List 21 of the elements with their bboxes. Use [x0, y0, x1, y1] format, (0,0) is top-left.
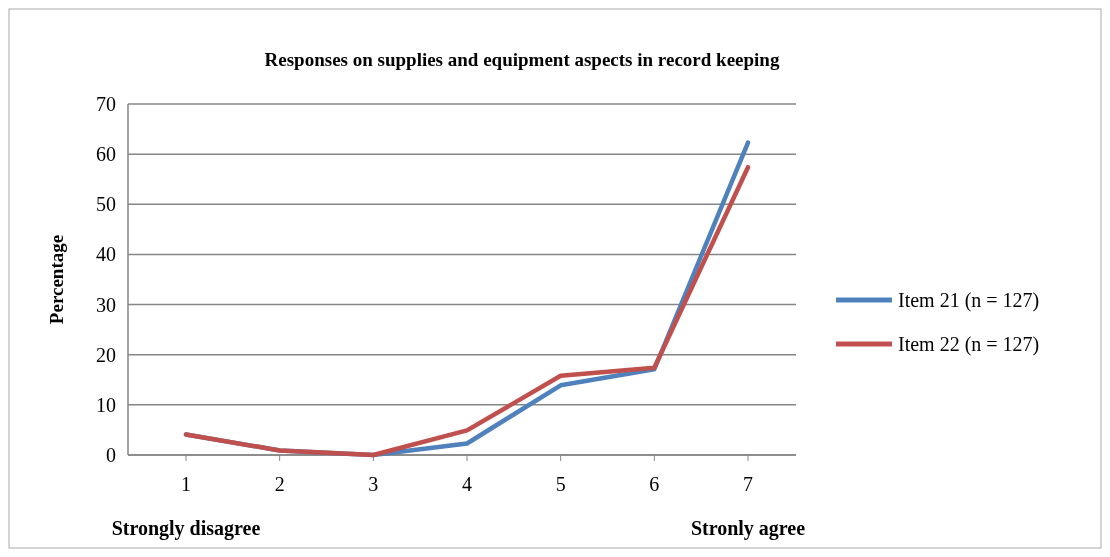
x-tick-label: 6: [649, 473, 660, 495]
y-tick-label: 50: [96, 193, 116, 216]
legend-label: Item 21 (n = 127): [898, 289, 1040, 312]
y-tick-label: 70: [96, 93, 116, 115]
x-tick-label: 4: [462, 473, 472, 495]
chart-title: Responses on supplies and equipment aspects in record keeping: [264, 49, 780, 70]
y-tick-label: 10: [96, 393, 116, 416]
x-tick-label: 1: [181, 473, 191, 495]
y-tick-label: 20: [96, 343, 116, 366]
x-tick-label: 2: [274, 473, 285, 495]
legend-label: Item 22 (n = 127): [898, 333, 1040, 356]
x-tick-label: 5: [555, 473, 566, 495]
x-tick-label: 7: [743, 473, 753, 495]
y-tick-label: 40: [96, 243, 116, 266]
y-tick-label: 60: [96, 143, 116, 166]
y-tick-label: 0: [106, 444, 116, 466]
y-axis-title: Percentage: [46, 234, 67, 325]
x-tick-label: 3: [368, 473, 379, 495]
text: Strongly disagree: [111, 517, 261, 540]
y-tick-label: 30: [96, 293, 116, 316]
text: Stronly agree: [690, 517, 806, 540]
